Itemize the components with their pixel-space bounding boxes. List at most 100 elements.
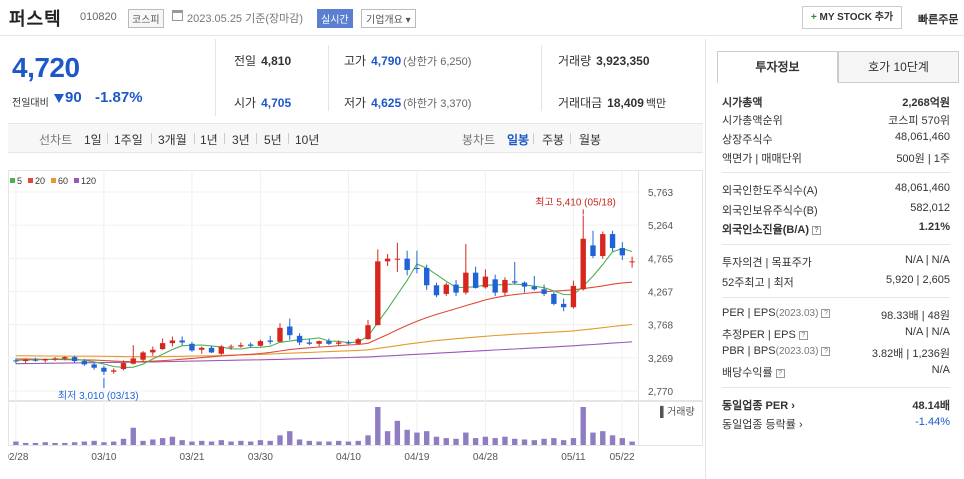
volume-bar	[609, 435, 616, 445]
candle-body	[32, 359, 39, 361]
divider	[328, 45, 329, 111]
dividend-label-wrap: 배당수익률?	[722, 364, 785, 380]
volume-bar	[111, 441, 117, 445]
volume-bar	[81, 441, 88, 445]
volume-bar	[257, 440, 264, 445]
per-period: (2023.03)	[775, 308, 819, 319]
trade-value-unit: 백만	[645, 98, 667, 110]
chart-legend: 5 20 60 120	[10, 176, 102, 186]
candle-body	[247, 344, 254, 346]
foreign-ratio-value: 1.21%	[918, 221, 950, 233]
tab-orderbook[interactable]: 호가 10단계	[838, 51, 959, 83]
price-summary: 4,720 전일대비 90 -1.87%	[8, 39, 208, 116]
help-icon[interactable]: ?	[775, 369, 785, 378]
candle-body	[169, 340, 176, 344]
add-mystock-button[interactable]: + MY STOCK 추가	[802, 6, 902, 29]
listed-shares-label: 상장주식수	[722, 134, 773, 146]
opinion-label: 투자의견 | 목표주가	[722, 257, 812, 269]
est-per-value: N/A | N/A	[904, 326, 950, 338]
volume-bar	[287, 431, 293, 445]
tab-invest-info[interactable]: 투자정보	[717, 51, 838, 83]
volume-bar	[306, 440, 313, 445]
volume-bar	[130, 427, 136, 445]
y-tick-label: 3,269	[648, 354, 673, 365]
candle-body	[521, 282, 528, 287]
candle-body	[267, 340, 273, 342]
quick-order-link[interactable]: 빠른주문	[918, 14, 959, 26]
candle-body	[13, 360, 19, 362]
tab-weekly[interactable]: 주봉	[542, 133, 565, 147]
sector-rate-label[interactable]: 동일업종 등락률	[722, 419, 796, 431]
tab-1year[interactable]: 1년	[200, 133, 218, 147]
tab-10year[interactable]: 10년	[295, 133, 320, 147]
tab-line-chart[interactable]: 선차트	[39, 133, 73, 147]
candle-body	[316, 341, 322, 344]
tab-1week[interactable]: 1주일	[114, 133, 143, 147]
tab-5year[interactable]: 5년	[264, 133, 282, 147]
volume-bar	[404, 429, 410, 445]
candle-body	[394, 258, 401, 260]
foreign-ratio-label-wrap: 외국인소진율(B/A)?	[722, 221, 821, 237]
candle-body	[130, 358, 136, 364]
stock-chart[interactable]: 5 20 60 120 5,763 5,264 4,765 4,267 3,768 3,269 2…	[8, 170, 703, 476]
y-tick-label: 5,763	[648, 188, 673, 199]
market-cap-rank-label: 시가총액순위	[722, 115, 783, 127]
sector-rate-label-wrap[interactable]: 동일업종 등락률 ›	[722, 419, 803, 431]
volume-bar	[267, 440, 273, 445]
tab-1day[interactable]: 1일	[84, 133, 102, 147]
low-value: 4,625	[371, 96, 402, 110]
legend-item: 60	[51, 176, 68, 186]
stat-prev-close: 전일 4,810	[234, 52, 291, 69]
tab-3year[interactable]: 3년	[232, 133, 250, 147]
help-icon[interactable]: ?	[798, 331, 808, 340]
prev-close-label: 전일	[234, 54, 257, 68]
candle-body	[52, 358, 58, 360]
par-label: 액면가 | 매매단위	[722, 153, 802, 165]
company-overview-dropdown[interactable]: 기업개요 ▾	[361, 9, 416, 28]
tab-monthly[interactable]: 월봉	[579, 133, 602, 147]
volume-bar	[22, 442, 29, 445]
pbr-period: (2023.03)	[775, 346, 819, 357]
candle-body	[208, 347, 215, 353]
tab-candle-chart[interactable]: 봉차트	[462, 133, 496, 147]
sector-per-label-wrap[interactable]: 동일업종 PER ›	[722, 400, 795, 412]
candlestick-chart[interactable]: 5,763 5,264 4,765 4,267 3,768 3,269 2,770 02/28…	[8, 170, 703, 476]
open-label: 시가	[234, 96, 257, 110]
volume-bar	[629, 441, 635, 445]
sector-per-label[interactable]: 동일업종 PER	[722, 400, 789, 412]
volume-bar	[247, 441, 254, 445]
opinion-value: N/A | N/A	[904, 254, 950, 266]
candle-body	[111, 370, 117, 372]
candle-body	[619, 248, 626, 256]
candle-body	[199, 347, 205, 350]
help-icon[interactable]: ?	[812, 226, 821, 235]
ma20-line	[15, 281, 633, 363]
tab-daily[interactable]: 일봉	[507, 133, 530, 147]
volume-label: ▌거래량	[660, 405, 695, 419]
volume-bar	[150, 439, 156, 445]
tab-3month[interactable]: 3개월	[158, 133, 187, 147]
volume-bar	[512, 438, 518, 445]
sector-rate-value: -1.44%	[915, 416, 950, 428]
realtime-button[interactable]: 실시간	[317, 9, 353, 28]
candle-body	[335, 342, 342, 344]
volume-bar	[365, 435, 371, 445]
low-annotation: 최저 3,010 (03/13)	[58, 390, 139, 402]
x-tick-label: 03/30	[248, 452, 273, 463]
market-badge: 코스피	[128, 9, 164, 28]
volume-bar	[42, 442, 48, 445]
volume-bar	[52, 442, 58, 445]
volume-bar	[619, 438, 626, 445]
volume-bar	[531, 440, 537, 445]
info-tab-bar: 투자정보 호가 10단계	[717, 51, 961, 83]
volume-bar	[345, 441, 352, 445]
volume-bar	[277, 435, 283, 445]
help-icon[interactable]: ?	[821, 309, 831, 318]
high-annotation: 최고 5,410 (05/18)	[535, 196, 616, 208]
legend-item: 5	[10, 176, 22, 186]
legend-label: 20	[35, 176, 46, 186]
candle-body	[404, 258, 410, 270]
help-icon[interactable]: ?	[821, 347, 831, 356]
current-price: 4,720	[12, 52, 80, 83]
price-plot-frame	[8, 170, 703, 401]
